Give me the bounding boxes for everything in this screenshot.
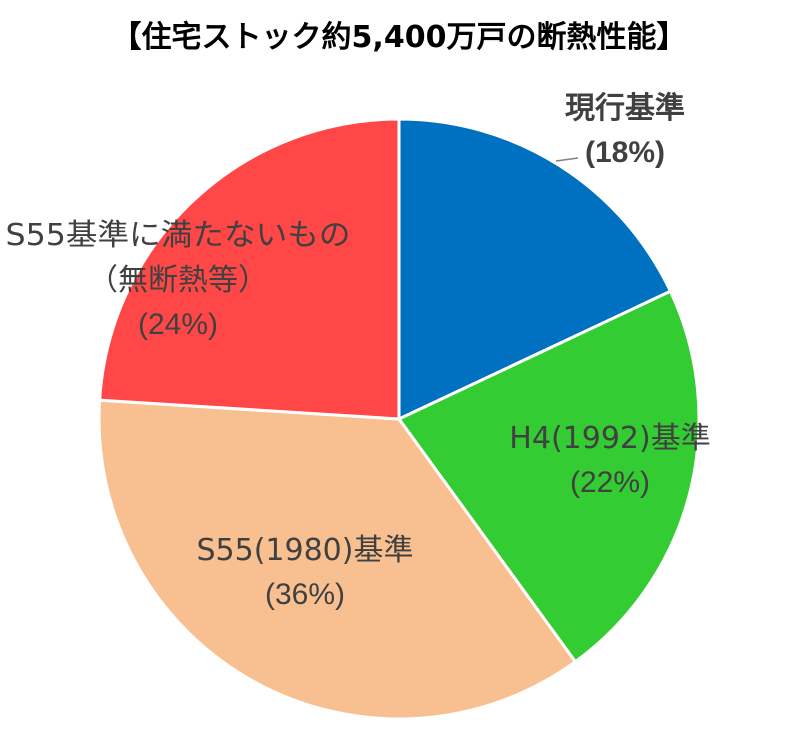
slice-value-s55: (36%) [265,578,345,611]
pie-slice-h4 [396,289,701,664]
leader-line-genko [555,157,579,162]
slice-label-h4: H4(1992)基準 [509,421,710,456]
slice-label-under-s55: S55基準に満たないもの [6,218,351,253]
slice-value-genko: (18%) [585,136,665,169]
slice-label-genko: 現行基準 [565,91,685,126]
slice-label2-under-s55: （無断熱等） [88,263,268,298]
slice-label-s55: S55(1980)基準 [197,533,414,568]
chart-title: 【住宅ストック約5,400万戸の断熱性能】 [111,20,687,55]
slice-value-under-s55: (24%) [138,308,218,341]
pie-slice-genko [397,117,673,422]
slice-value-h4: (22%) [570,466,650,499]
pie-slice-under-s55 [97,117,401,421]
pie-slice-s55 [97,398,578,721]
